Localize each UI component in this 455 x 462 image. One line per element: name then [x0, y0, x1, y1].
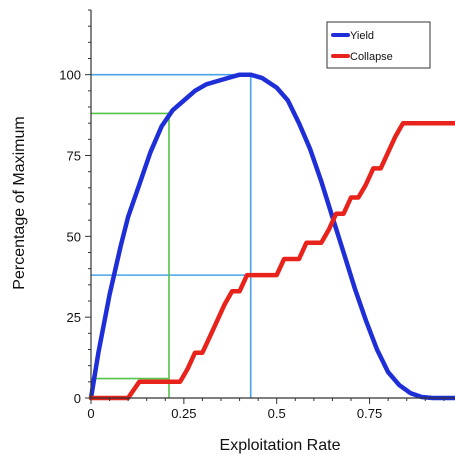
- x-tick-label: 0.75: [357, 406, 382, 421]
- legend: Yield Collapse: [326, 21, 431, 69]
- y-axis-title: Percentage of Maximum: [11, 116, 28, 289]
- y-tick-label: 50: [67, 229, 81, 244]
- x-tick-label: 0.25: [171, 406, 196, 421]
- series-layer: [88, 72, 455, 401]
- x-tick-label: 0: [87, 406, 94, 421]
- y-tick-label: 75: [67, 149, 81, 164]
- series-line-collapse: [88, 120, 455, 401]
- guide-lines: [91, 73, 252, 398]
- series-line-yield: [88, 72, 455, 401]
- y-tick-label: 100: [59, 68, 81, 83]
- legend-label-collapse: Collapse: [350, 51, 393, 63]
- ticks: 0 25 50 75 100 0 0.25 0.5 0.75: [59, 9, 445, 421]
- legend-label-yield: Yield: [350, 30, 374, 42]
- y-tick-label: 0: [74, 391, 81, 406]
- x-axis-title: Exploitation Rate: [220, 437, 341, 454]
- y-tick-label: 25: [67, 310, 81, 325]
- x-tick-label: 0.5: [268, 406, 286, 421]
- legend-box: [326, 21, 431, 69]
